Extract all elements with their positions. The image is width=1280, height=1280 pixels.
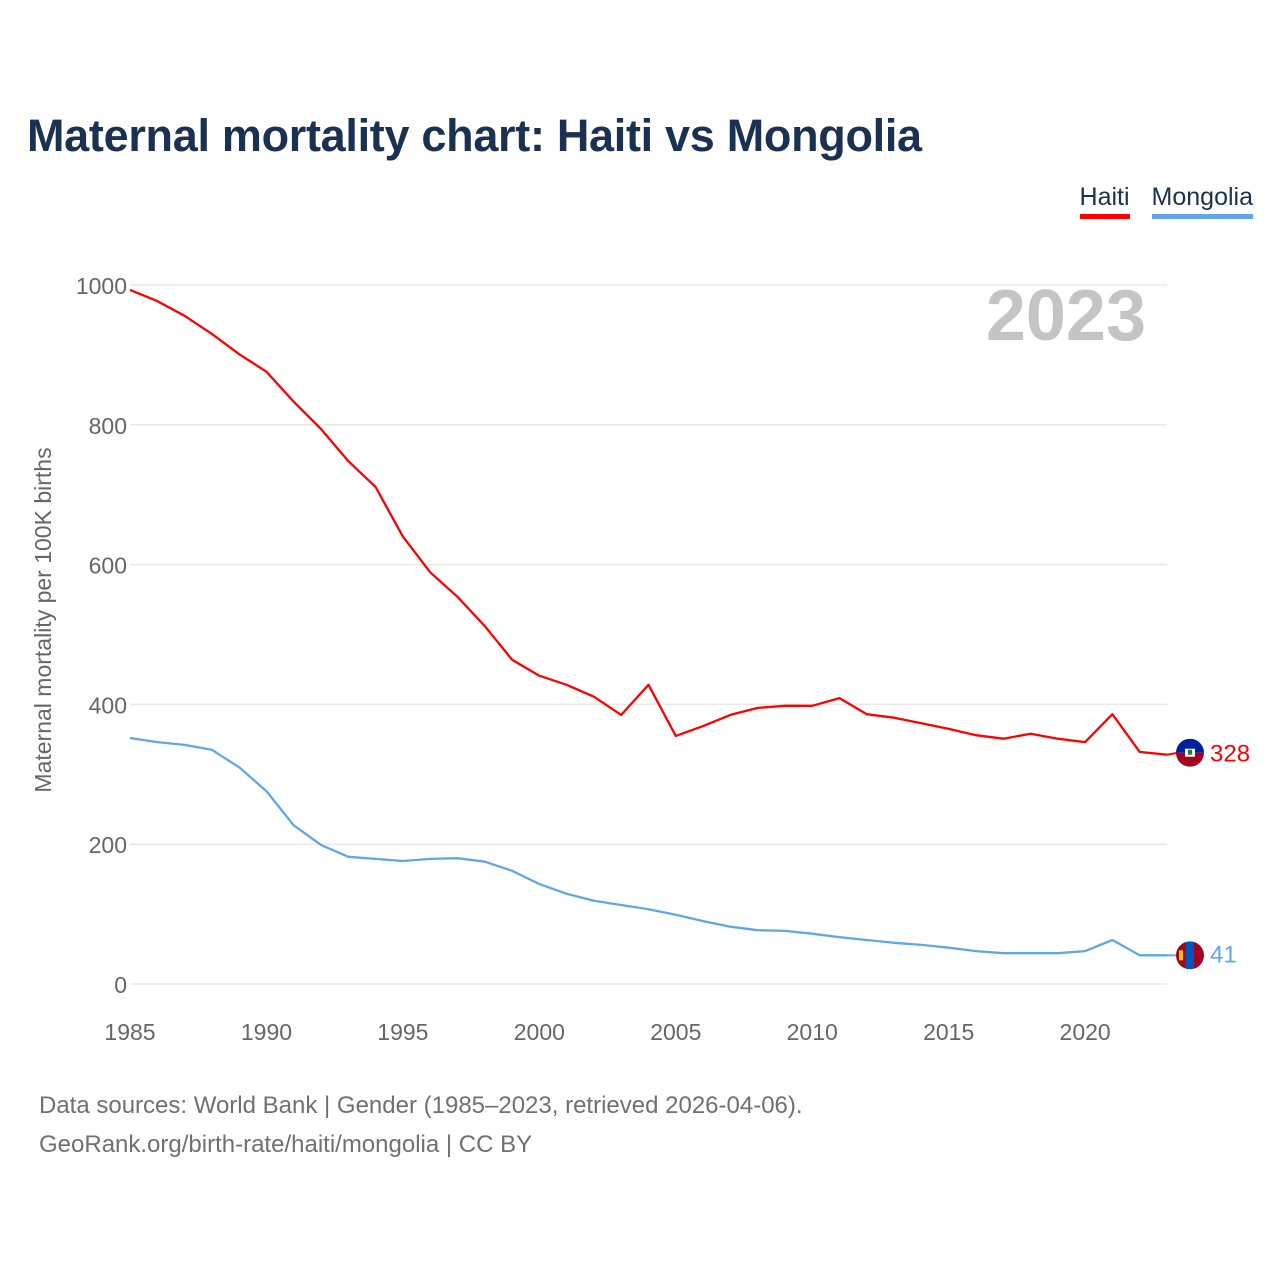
mongolia-flag-icon	[1176, 941, 1204, 970]
legend-haiti[interactable]: Haiti	[1079, 183, 1130, 219]
footer: Data sources: World Bank | Gender (1985–…	[39, 1086, 803, 1164]
x-tick-label: 2005	[650, 1019, 701, 1045]
flag-band	[1185, 941, 1195, 970]
flag-emblem	[1188, 749, 1192, 755]
y-tick-label: 0	[114, 972, 127, 998]
series-line-haiti	[129, 288, 1168, 756]
y-tick-label: 600	[89, 553, 127, 579]
flag-band	[1194, 941, 1204, 970]
y-tick-label: 800	[89, 413, 127, 439]
y-tick-label: 400	[89, 692, 127, 718]
flag-shape	[1176, 941, 1204, 970]
x-tick-label: 1985	[104, 1019, 155, 1045]
flag-soyombo	[1179, 950, 1183, 961]
y-tick-label: 200	[89, 832, 127, 858]
source-link[interactable]: GeoRank.org/birth-rate/haiti/mongolia | …	[39, 1131, 533, 1158]
year-watermark: 2023	[986, 276, 1146, 356]
legend: Haiti Mongolia	[1079, 183, 1253, 219]
y-axis-label: Maternal mortality per 100K births	[30, 447, 56, 792]
x-tick-label: 2020	[1060, 1019, 1111, 1045]
chart-title: Maternal mortality chart: Haiti vs Mongo…	[27, 110, 922, 161]
flag-shape	[1176, 738, 1204, 767]
y-tick-label: 1000	[76, 273, 127, 299]
series-line-mongolia	[129, 736, 1167, 957]
flag-band	[1176, 752, 1204, 767]
end-value-label: 328	[1210, 741, 1250, 768]
x-tick-label: 2010	[787, 1019, 838, 1045]
end-value-label: 41	[1210, 941, 1237, 968]
x-tick-label: 2000	[514, 1019, 565, 1045]
x-tick-label: 1990	[241, 1019, 292, 1045]
legend-mongolia[interactable]: Mongolia	[1151, 183, 1253, 219]
source-text: Data sources: World Bank | Gender (1985–…	[39, 1092, 803, 1119]
flag-band	[1176, 738, 1204, 753]
x-tick-label: 2015	[923, 1019, 974, 1045]
x-tick-label: 1995	[377, 1019, 428, 1045]
haiti-flag-icon	[1176, 738, 1204, 767]
